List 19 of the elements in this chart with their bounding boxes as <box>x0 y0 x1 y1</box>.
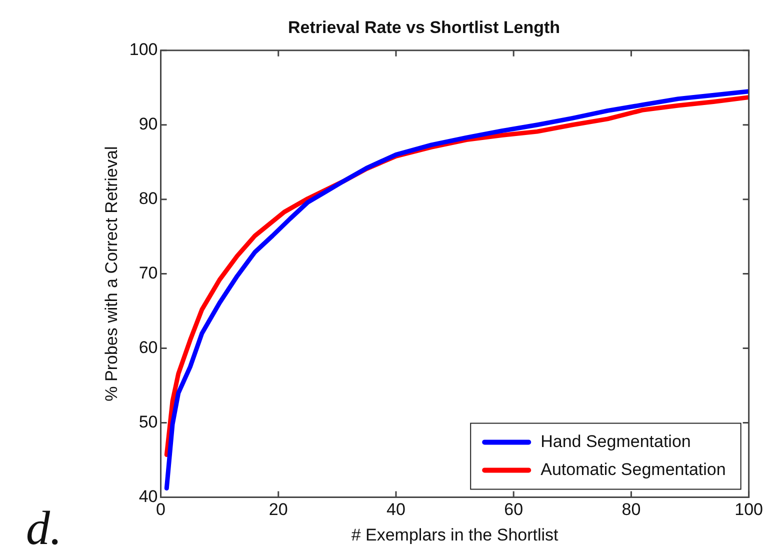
x-tick-label: 0 <box>156 500 166 520</box>
x-tick-label: 20 <box>268 500 288 520</box>
text: d. <box>26 502 62 555</box>
x-tick-label: 80 <box>622 500 641 520</box>
y-tick-label: 100 <box>129 40 158 60</box>
y-tick-label: 70 <box>138 263 158 282</box>
y-axis-title: % Probes with a Correct Retrieval <box>102 146 121 402</box>
chart-title: Retrieval Rate vs Shortlist Length <box>288 18 560 37</box>
y-tick-label: 60 <box>138 338 158 357</box>
y-tick-label: 50 <box>138 412 158 432</box>
x-tick-label: 40 <box>386 500 406 520</box>
x-tick-label: 60 <box>504 500 524 520</box>
legend-label: Automatic Segmentation <box>540 460 726 479</box>
y-tick-label: 40 <box>138 486 158 506</box>
legend-label: Hand Segmentation <box>540 432 691 451</box>
y-tick-label: 90 <box>138 114 158 134</box>
y-tick-label: 80 <box>138 189 158 208</box>
x-tick-label: 100 <box>734 500 764 520</box>
x-axis-title: # Exemplars in the Shortlist <box>351 525 559 544</box>
